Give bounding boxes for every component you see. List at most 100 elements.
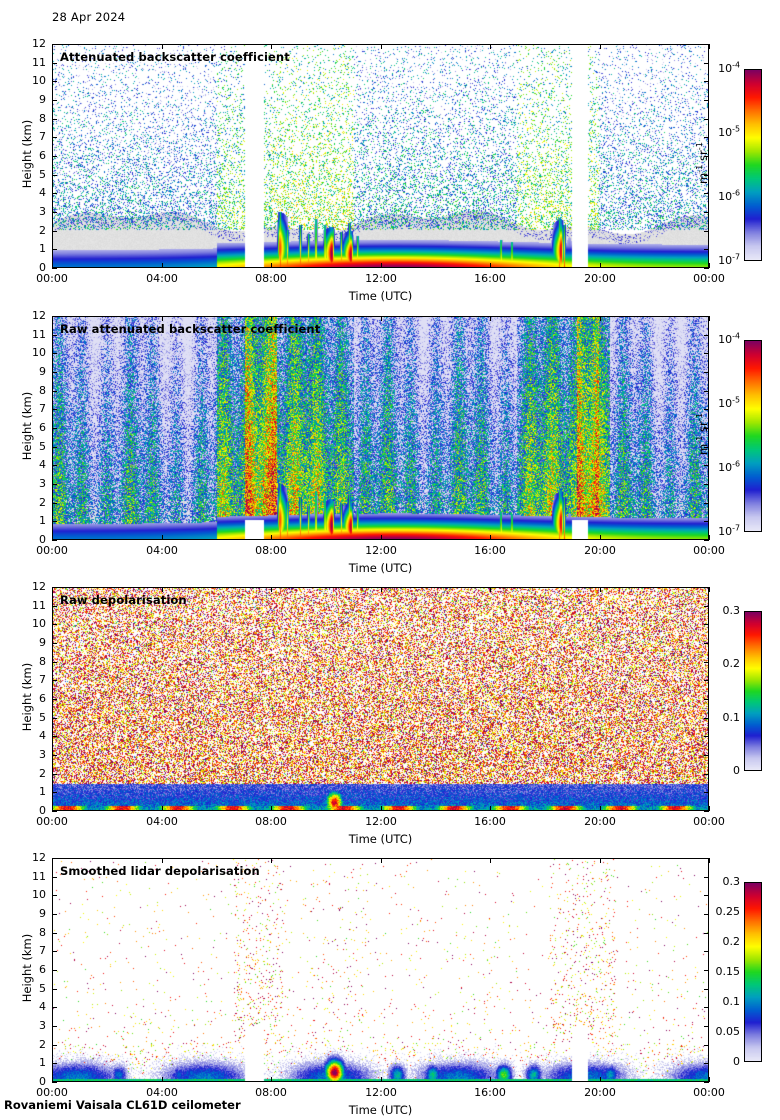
x-tick-label: 00:00 [693, 1086, 725, 1099]
y-tick-label: 7 [39, 130, 46, 143]
x-tick-mark-top [600, 587, 601, 592]
y-tick-mark [52, 877, 57, 878]
y-tick-mark-right [704, 484, 709, 485]
heatmap-canvas-3 [53, 588, 708, 810]
x-tick-mark [271, 535, 272, 540]
y-tick-mark [52, 249, 57, 250]
y-tick-mark-right [704, 100, 709, 101]
y-tick-mark-right [704, 409, 709, 410]
y-tick-mark-right [704, 316, 709, 317]
y-tick-mark [52, 699, 57, 700]
x-tick-mark-top [490, 44, 491, 49]
colorbar-tick-label: 10-7 [718, 252, 740, 267]
colorbar-tick-label: 0.3 [722, 604, 741, 617]
x-tick-mark [490, 263, 491, 268]
y-tick-mark-right [704, 1007, 709, 1008]
colorbar-tick-label: 0.1 [722, 711, 741, 724]
y-tick-mark [52, 44, 57, 45]
y-tick-mark-right [704, 718, 709, 719]
y-tick-mark [52, 100, 57, 101]
colorbar-gradient-2 [745, 341, 761, 531]
colorbar-tick-label: 0.3 [722, 875, 741, 888]
y-tick-mark-right [704, 643, 709, 644]
x-tick-label: 12:00 [365, 272, 397, 285]
x-tick-label: 04:00 [146, 272, 178, 285]
x-tick-label: 00:00 [693, 815, 725, 828]
y-tick-label: 5 [39, 168, 46, 181]
y-tick-mark [52, 1063, 57, 1064]
y-tick-mark [52, 156, 57, 157]
y-tick-mark [52, 1026, 57, 1027]
x-axis-title: Time (UTC) [348, 1103, 413, 1117]
x-tick-mark [381, 263, 382, 268]
x-tick-mark-top [162, 587, 163, 592]
x-tick-label: 20:00 [584, 1086, 616, 1099]
y-tick-mark [52, 353, 57, 354]
x-tick-mark-top [600, 858, 601, 863]
x-tick-label: 00:00 [36, 272, 68, 285]
y-tick-mark [52, 268, 57, 269]
y-tick-mark [52, 858, 57, 859]
y-tick-mark-right [704, 503, 709, 504]
y-tick-mark [52, 212, 57, 213]
y-tick-label: 11 [32, 328, 46, 341]
x-tick-label: 20:00 [584, 815, 616, 828]
y-tick-mark-right [704, 44, 709, 45]
x-tick-label: 00:00 [36, 815, 68, 828]
colorbar-gradient-1 [745, 70, 761, 260]
plot-area-1[interactable] [52, 44, 709, 268]
y-tick-label: 9 [39, 907, 46, 920]
panel-title-3: Raw depolarisation [60, 593, 187, 607]
x-tick-mark-top [271, 316, 272, 321]
y-tick-mark-right [704, 372, 709, 373]
plot-area-2[interactable] [52, 316, 709, 540]
colorbar-tick-label: 10-5 [718, 395, 740, 410]
x-tick-label: 12:00 [365, 1086, 397, 1099]
y-tick-mark [52, 662, 57, 663]
colorbar-2 [744, 340, 762, 532]
x-tick-label: 16:00 [474, 272, 506, 285]
y-tick-mark [52, 175, 57, 176]
y-axis-title: Height (km) [20, 391, 34, 461]
colorbar-tick-label: 0 [733, 764, 740, 777]
x-tick-mark [271, 1077, 272, 1082]
x-tick-mark [52, 806, 53, 811]
x-tick-label: 04:00 [146, 544, 178, 557]
x-tick-label: 16:00 [474, 815, 506, 828]
y-tick-mark-right [704, 231, 709, 232]
y-tick-label: 6 [39, 149, 46, 162]
x-tick-mark-top [52, 316, 53, 321]
x-tick-mark-top [52, 44, 53, 49]
x-tick-mark [162, 263, 163, 268]
y-tick-label: 4 [39, 729, 46, 742]
y-tick-mark [52, 755, 57, 756]
y-tick-mark-right [704, 193, 709, 194]
y-tick-label: 10 [32, 617, 46, 630]
heatmap-canvas-4 [53, 859, 708, 1081]
y-tick-mark [52, 970, 57, 971]
x-tick-mark-top [709, 316, 710, 321]
y-tick-mark-right [704, 335, 709, 336]
y-tick-label: 4 [39, 458, 46, 471]
x-tick-mark [162, 1077, 163, 1082]
x-tick-label: 08:00 [255, 1086, 287, 1099]
y-tick-mark-right [704, 268, 709, 269]
y-tick-label: 10 [32, 888, 46, 901]
plot-area-4[interactable] [52, 858, 709, 1082]
y-tick-label: 1 [39, 1056, 46, 1069]
y-tick-mark-right [704, 391, 709, 392]
y-tick-mark-right [704, 858, 709, 859]
colorbar-tick-label: 0.1 [722, 995, 741, 1008]
colorbar-tick-label: 10-4 [718, 60, 740, 75]
y-tick-mark-right [704, 933, 709, 934]
x-tick-mark-top [490, 587, 491, 592]
plot-area-3[interactable] [52, 587, 709, 811]
colorbar-1 [744, 69, 762, 261]
y-tick-mark-right [704, 699, 709, 700]
y-tick-mark-right [704, 1082, 709, 1083]
y-tick-mark [52, 895, 57, 896]
x-tick-mark-top [52, 587, 53, 592]
x-tick-label: 08:00 [255, 272, 287, 285]
y-tick-mark [52, 391, 57, 392]
y-tick-mark-right [704, 774, 709, 775]
